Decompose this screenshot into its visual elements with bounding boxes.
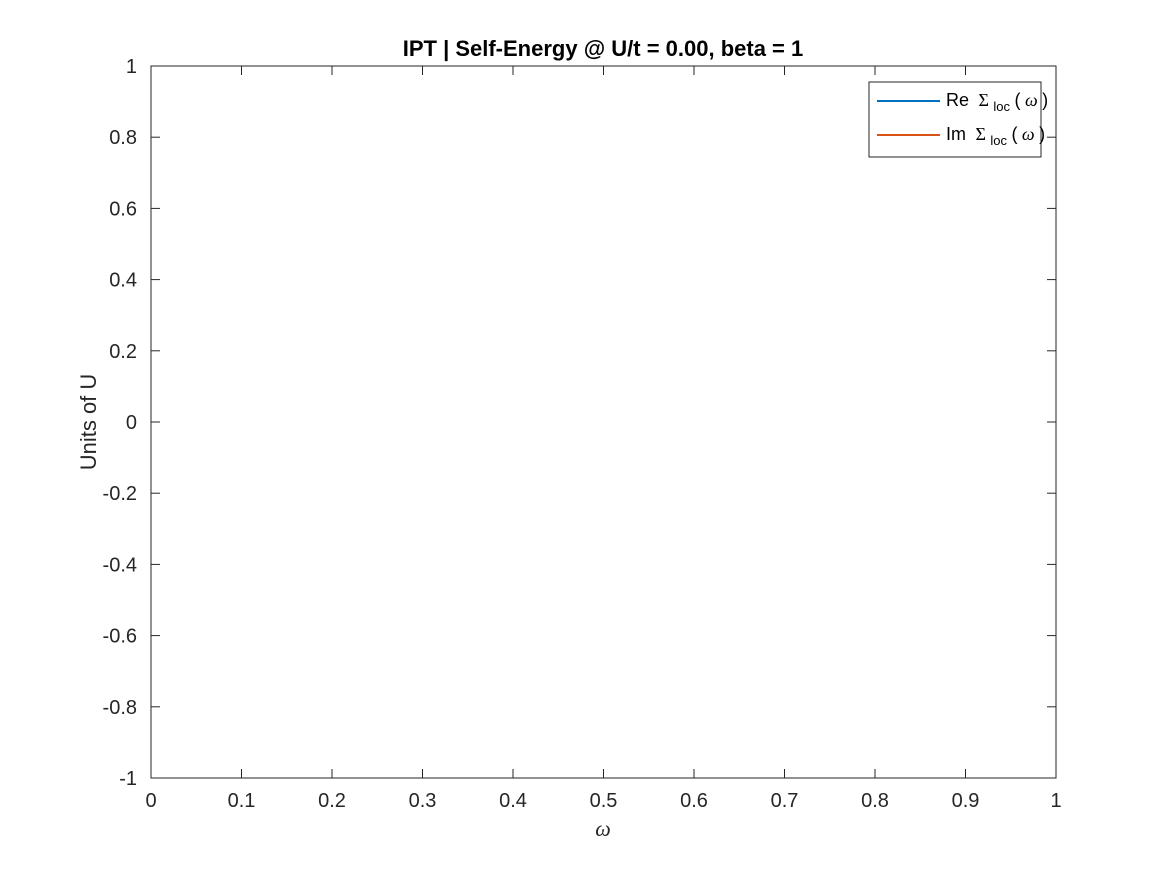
y-axis-ticks: 1 0.8 0.6 0.4 0.2 0 -0.2 -0.4 -0.6 -0.8 -1 [103,56,1056,790]
chart-title: IPT | Self-Energy @ U/t = 0.00, beta = 1 [403,36,804,61]
legend-label-im: Im Σ loc ( ω ) [946,124,1045,149]
y-tick-label: -0.2 [103,483,137,505]
x-tick-label: 0.3 [409,790,437,812]
y-axis-label: Units of U [76,374,101,471]
y-tick-label: 0 [126,412,137,434]
legend-box [868,81,1042,158]
y-tick-label: 0.8 [109,127,137,149]
x-tick-label: 1 [1050,790,1061,812]
x-tick-label: 0.8 [861,790,889,812]
x-tick-label: 0.4 [499,790,527,812]
x-axis-label: ω [595,816,611,841]
y-tick-label: -0.6 [103,626,137,648]
x-tick-label: 0 [145,790,156,812]
plot-area [150,65,1057,779]
legend-label-re: Re Σ loc ( ω ) [946,90,1048,115]
y-tick-label: 0.4 [109,270,137,292]
y-tick-label: 1 [126,56,137,78]
x-tick-label: 0.9 [952,790,980,812]
x-tick-label: 0.5 [590,790,618,812]
x-tick-label: 0.1 [228,790,256,812]
x-tick-label: 0.7 [771,790,799,812]
legend[interactable]: Re Σ loc ( ω ) Im Σ loc ( ω ) [868,81,1048,158]
x-axis-ticks: 0 0.1 0.2 0.3 0.4 0.5 0.6 0.7 0.8 0.9 1 [145,66,1062,812]
y-tick-label: -0.4 [103,554,137,576]
y-tick-label: 0.2 [109,341,137,363]
x-tick-label: 0.2 [318,790,346,812]
legend-entry-re: Re Σ loc ( ω ) [877,90,1048,115]
legend-entry-im: Im Σ loc ( ω ) [877,124,1045,149]
y-tick-label: -1 [119,768,137,790]
y-tick-label: 0.6 [109,198,137,220]
y-tick-label: -0.8 [103,697,137,719]
x-tick-label: 0.6 [680,790,708,812]
